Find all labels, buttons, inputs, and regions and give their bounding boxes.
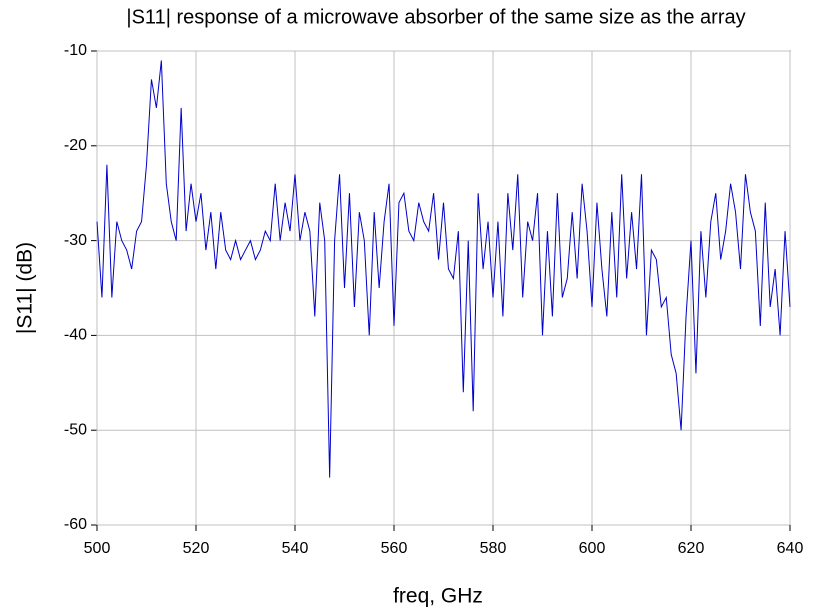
y-tick-label: -50 [64, 421, 87, 438]
y-tick-label: -60 [64, 516, 87, 533]
x-tick-label: 500 [84, 540, 111, 557]
y-tick-label: -40 [64, 327, 87, 344]
x-tick-label: 540 [282, 540, 309, 557]
y-tick-label: -30 [64, 232, 87, 249]
y-tick-label: -20 [64, 137, 87, 154]
x-tick-label: 640 [777, 540, 804, 557]
x-axis-label: freq, GHz [393, 585, 483, 608]
x-tick-label: 620 [678, 540, 705, 557]
data-line [96, 60, 791, 478]
x-tick-label: 520 [183, 540, 210, 557]
plot-frame [96, 50, 791, 526]
y-axis-label: |S11| (dB) [14, 242, 37, 334]
x-tick-label: 580 [480, 540, 507, 557]
chart-title: |S11| response of a microwave absorber o… [126, 6, 745, 28]
y-tick-label: -10 [64, 42, 87, 59]
x-tick-label: 600 [579, 540, 606, 557]
x-tick-label: 560 [381, 540, 408, 557]
